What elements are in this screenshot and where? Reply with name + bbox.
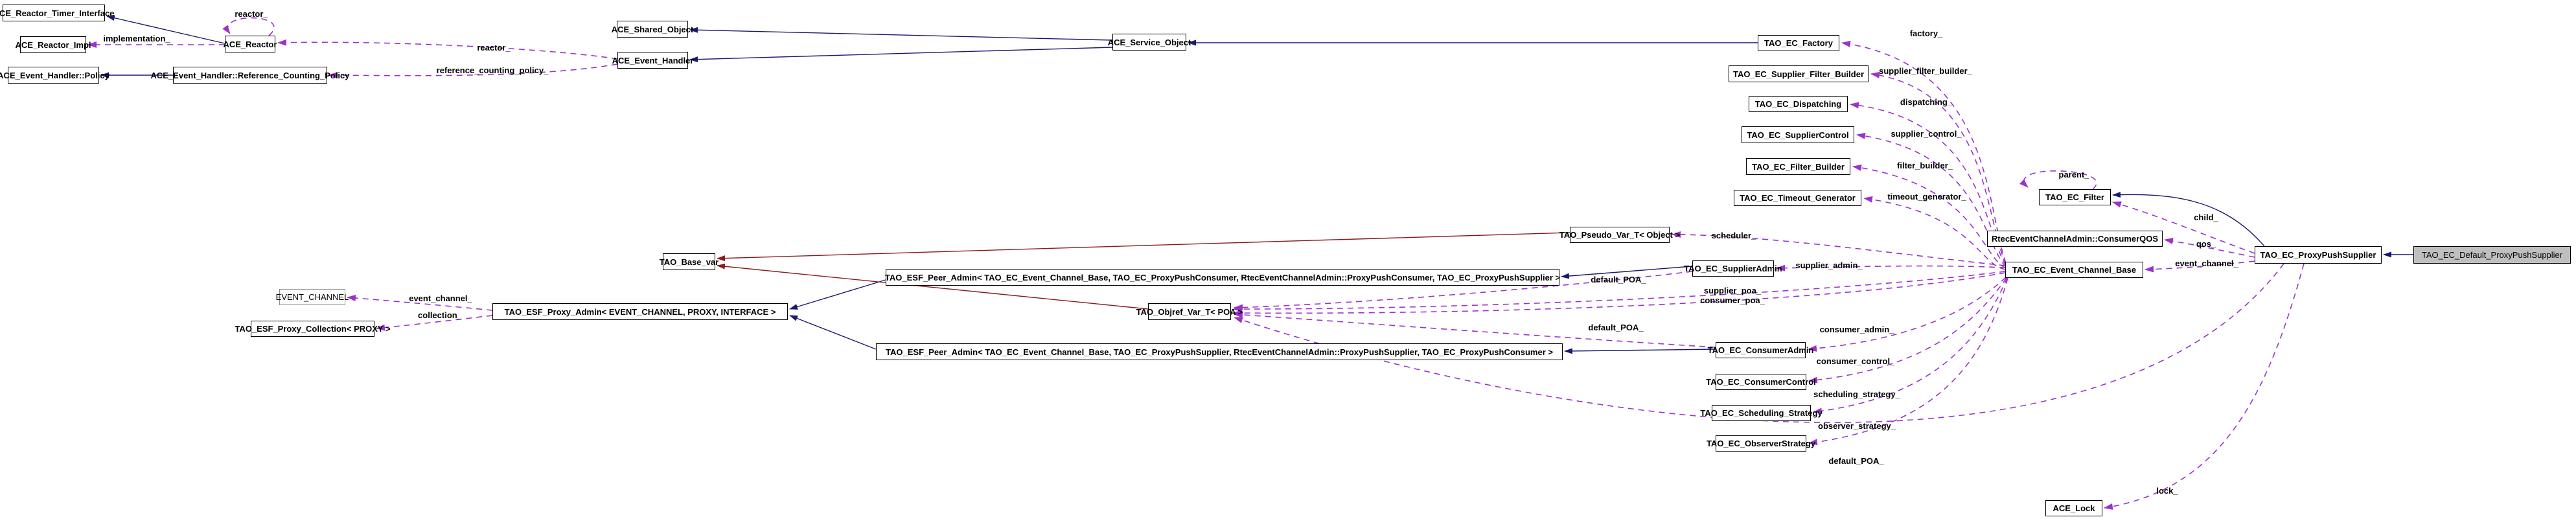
edge-label-supplier_control-20: supplier_control_ xyxy=(1891,129,1962,139)
edge-label-default_POA-36: default_POA_ xyxy=(1828,456,1884,466)
edge-label-supplier_filter_builder-18: supplier_filter_builder_ xyxy=(1879,66,1973,76)
edge-label-supplier_admin-24: supplier_admin_ xyxy=(1795,260,1863,270)
class-node-tao-esf-peer-admin-supplier[interactable]: TAO_ESF_Peer_Admin< TAO_EC_Event_Channel… xyxy=(876,343,1563,360)
edge-label-event_channel-39: event_channel_ xyxy=(409,293,472,303)
edge-tao-ec-proxypushsupplier-to-tao-ec-event-channel-base xyxy=(2145,260,2255,273)
edge-label-reference_counting_policy-15: reference_counting_policy_ xyxy=(437,65,549,75)
class-node-tao-ec-consumercontrol[interactable]: TAO_EC_ConsumerControl xyxy=(1706,374,1816,390)
class-node-tao-ec-suppliercontrol[interactable]: TAO_EC_SupplierControl xyxy=(1742,126,1854,143)
class-node-tao-ec-supplieradmin[interactable]: TAO_EC_SupplierAdmin xyxy=(1684,260,1782,277)
edge-ace-event-handler-to-ace-event-handler-reference-counting-policy xyxy=(328,63,618,79)
class-node-tao-esf-proxy-admin[interactable]: TAO_ESF_Proxy_Admin< EVENT_CHANNEL, PROX… xyxy=(492,303,788,320)
edge-tao-ec-event-channel-base-to-tao-objref-var-t-poa xyxy=(1233,271,2006,313)
edge-label-collection-40: collection_ xyxy=(418,310,463,320)
edge-tao-ec-proxypushsupplier-to-tao-ec-filter xyxy=(2112,192,2265,247)
edge-tao-esf-proxy-admin-to-event-channel xyxy=(347,295,493,311)
class-node-tao-objref-var-t-poa[interactable]: TAO_Objref_Var_T< POA > xyxy=(1136,303,1243,320)
edge-tao-esf-peer-admin-supplier-to-tao-esf-proxy-admin xyxy=(789,315,877,350)
edge-label-lock-37: lock_ xyxy=(2156,486,2178,496)
edge-label-qos-34: qos_ xyxy=(2196,239,2216,249)
edge-tao-ec-event-channel-base-to-tao-ec-factory xyxy=(1841,40,2007,264)
class-node-tao-ec-factory[interactable]: TAO_EC_Factory xyxy=(1758,35,1839,51)
edge-label-default_POA-32: default_POA_ xyxy=(1588,323,1644,332)
edge-tao-ec-event-channel-base-to-tao-ec-timeout-generator xyxy=(1863,196,2007,270)
class-node-tao-ec-dispatching[interactable]: TAO_EC_Dispatching xyxy=(1749,96,1848,112)
class-node-tao-esf-peer-admin-consumer[interactable]: TAO_ESF_Peer_Admin< TAO_EC_Event_Channel… xyxy=(885,269,1560,286)
class-node-tao-ec-event-channel-base[interactable]: TAO_EC_Event_Channel_Base xyxy=(2005,262,2143,278)
class-node-tao-ec-supplier-filter-builder[interactable]: TAO_EC_Supplier_Filter_Builder xyxy=(1729,65,1869,82)
class-node-ace-reactor-timer-interface[interactable]: ACE_Reactor_Timer_Interface xyxy=(0,5,114,21)
edge-tao-ec-proxypushsupplier-to-ace-lock xyxy=(2104,263,2305,510)
edge-tao-esf-peer-admin-consumer-to-tao-esf-proxy-admin xyxy=(789,279,886,310)
edge-label-event_channel-35: event_channel_ xyxy=(2175,258,2238,268)
edge-tao-ec-consumeradmin-to-tao-objref-var-t-poa xyxy=(1234,311,1716,348)
edge-label-supplier_poa-25: supplier_poa_ xyxy=(1704,286,1762,295)
class-node-ace-service-object[interactable]: ACE_Service_Object xyxy=(1108,34,1191,51)
class-node-tao-ec-default-proxypushsupplier: TAO_EC_Default_ProxyPushSupplier xyxy=(2413,246,2571,264)
class-node-ace-shared-object[interactable]: ACE_Shared_Object xyxy=(612,21,693,38)
class-node-ace-reactor-impl[interactable]: ACE_Reactor_Impl xyxy=(15,36,91,53)
class-node-tao-esf-proxy-collection[interactable]: TAO_ESF_Proxy_Collection< PROXY > xyxy=(235,321,391,337)
edge-label-factory-17: factory_ xyxy=(1910,29,1943,38)
edge-group xyxy=(87,15,2413,510)
class-node-tao-ec-timeout-generator[interactable]: TAO_EC_Timeout_Generator xyxy=(1734,190,1861,206)
edge-label-implementation-16: implementation_ xyxy=(103,34,170,43)
edge-tao-ec-supplieradmin-to-tao-esf-peer-admin-consumer xyxy=(1561,266,1693,279)
edge-label-scheduling_strategy-29: scheduling_strategy_ xyxy=(1813,389,1900,399)
edge-tao-ec-supplieradmin-to-tao-objref-var-t-poa xyxy=(1234,271,1693,311)
edge-label-parent-38: parent_ xyxy=(2059,170,2090,179)
edge-tao-ec-event-channel-base-to-tao-ec-consumercontrol xyxy=(1808,277,2007,384)
class-node-tao-ec-proxypushsupplier[interactable]: TAO_EC_ProxyPushSupplier xyxy=(2255,246,2382,264)
edge-tao-ec-event-channel-base-to-tao-ec-suppliercontrol xyxy=(1856,132,2007,268)
edge-label-consumer_admin-27: consumer_admin_ xyxy=(1820,325,1895,334)
edge-tao-ec-proxypushsupplier-to-rtec-consumerqos xyxy=(2164,238,2255,258)
edge-label-filter_builder-21: filter_builder_ xyxy=(1897,161,1953,170)
edge-tao-pseudo-var-t-object-to-tao-base-var xyxy=(717,232,1570,262)
edge-label-reactor-14: reactor_ xyxy=(477,43,511,52)
edge-label-reactor-13: reactor_ xyxy=(235,9,268,19)
class-node-ace-reactor[interactable]: ACE_Reactor xyxy=(223,36,277,52)
edge-ace-reactor-to-ace-reactor-timer-interface xyxy=(106,15,225,44)
edge-tao-objref-var-t-poa-to-tao-base-var xyxy=(717,263,1149,310)
edge-tao-ec-filter-to-tao-ec-filter xyxy=(2019,170,2097,190)
edge-label-group: reactor_ reactor_ reference_counting_polic… xyxy=(103,9,2238,496)
class-node-rtec-consumerqos[interactable]: RtecEventChannelAdmin::ConsumerQOS xyxy=(1987,231,2163,247)
edge-ace-event-handler-to-ace-reactor xyxy=(277,39,618,60)
class-node-event-channel: EVENT_CHANNEL xyxy=(276,289,349,305)
edge-label-consumer_control-28: consumer_control_ xyxy=(1817,356,1895,366)
class-node-ace-lock[interactable]: ACE_Lock xyxy=(2045,500,2102,516)
class-node-tao-ec-filter[interactable]: TAO_EC_Filter xyxy=(2039,189,2111,205)
edge-label-default_POA-31: default_POA_ xyxy=(1591,275,1646,284)
class-node-tao-ec-scheduling-strategy[interactable]: TAO_EC_Scheduling_Strategy xyxy=(1700,405,1823,421)
edge-tao-esf-proxy-admin-to-tao-esf-proxy-collection xyxy=(376,315,493,331)
edge-label-consumer_poa-26: consumer_poa_ xyxy=(1700,295,1765,305)
edge-label-observer_strategy-30: observer_strategy_ xyxy=(1818,421,1896,431)
edge-label-child-33: child_ xyxy=(2194,212,2218,222)
class-node-tao-ec-consumeradmin[interactable]: TAO_EC_ConsumerAdmin xyxy=(1708,342,1813,358)
edge-ace-service-object-to-ace-shared-object xyxy=(689,27,1113,41)
class-node-tao-base-var[interactable]: TAO_Base_var xyxy=(660,253,719,270)
edge-ace-reactor-to-ace-reactor xyxy=(222,17,275,36)
edge-tao-ec-event-channel-base-to-tao-ec-filter-builder xyxy=(1852,164,2007,269)
class-node-tao-ec-observerstrategy[interactable]: TAO_EC_ObserverStrategy xyxy=(1707,435,1815,452)
class-node-ace-event-handler[interactable]: ACE_Event_Handler xyxy=(612,52,693,69)
class-node-ace-event-handler-policy[interactable]: ACE_Event_Handler::Policy xyxy=(0,67,109,84)
class-node-ace-event-handler-reference-counting-policy[interactable]: ACE_Event_Handler::Reference_Counting_Po… xyxy=(150,67,350,84)
edge-tao-ec-consumeradmin-to-tao-esf-peer-admin-supplier xyxy=(1564,348,1716,354)
edge-tao-ec-event-channel-base-to-tao-pseudo-var-t-object xyxy=(1672,231,2006,266)
class-node-tao-ec-filter-builder[interactable]: TAO_EC_Filter_Builder xyxy=(1746,158,1850,175)
edge-tao-ec-event-channel-base-to-tao-ec-consumeradmin xyxy=(1808,277,2007,352)
edge-ace-service-object-to-ace-event-handler xyxy=(689,47,1113,63)
edge-label-dispatching-19: dispatching_ xyxy=(1900,97,1953,107)
edge-tao-ec-event-channel-base-to-tao-ec-supplieradmin xyxy=(1776,264,2006,271)
edge-tao-ec-event-channel-base-to-tao-ec-observerstrategy xyxy=(1808,277,2008,446)
edge-tao-ec-event-channel-base-to-tao-objref-var-t-poa xyxy=(1233,272,2006,317)
edge-label-scheduler-23: scheduler_ xyxy=(1712,231,1756,240)
class-node-tao-pseudo-var-t-object[interactable]: TAO_Pseudo_Var_T< Object > xyxy=(1559,227,1680,243)
edge-label-timeout_generator-22: timeout_generator_ xyxy=(1887,192,1966,201)
